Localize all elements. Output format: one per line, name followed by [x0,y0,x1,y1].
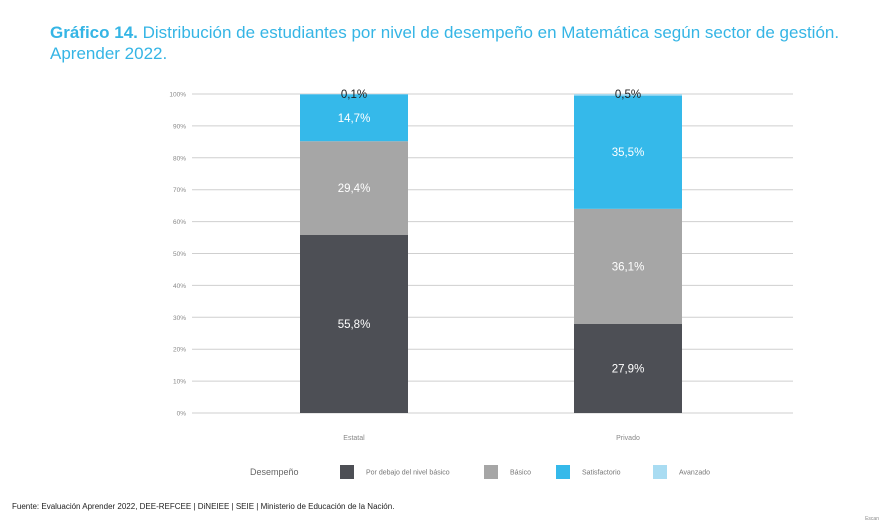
y-tick-label: 100% [169,92,186,99]
bar-segment [300,94,408,142]
legend-swatch [340,465,354,479]
legend-label: Satisfactorio [582,470,621,477]
data-label: 0,1% [341,89,367,101]
legend-swatch [556,465,570,479]
bar-segment [574,95,682,209]
data-label: 14,7% [338,113,371,125]
data-label: 29,4% [338,183,371,195]
x-tick-label: Estatal [343,435,365,442]
y-tick-label: 60% [173,219,186,226]
chart-title: Gráfico 14. Distribución de estudiantes … [50,22,880,64]
y-tick-label: 70% [173,187,186,194]
bar-segment [300,141,408,235]
y-tick-label: 0% [177,411,187,418]
y-tick-label: 90% [173,123,186,130]
legend-swatch [484,465,498,479]
y-tick-label: 80% [173,155,186,162]
legend-label: Avanzado [679,470,710,477]
data-label: 36,1% [612,261,645,273]
legend-label: Por debajo del nivel básico [366,470,450,477]
y-tick-label: 30% [173,315,186,322]
data-label: 27,9% [612,363,645,375]
y-tick-label: 50% [173,251,186,258]
chart-title-number: Gráfico 14. [50,23,138,42]
bar-segment [574,208,682,324]
data-label: 55,8% [338,319,371,331]
legend-title: Desempeño [250,467,299,477]
chart-title-text: Distribución de estudiantes por nivel de… [50,23,840,63]
y-tick-label: 40% [173,283,186,290]
bar-segment [574,323,682,413]
legend-label: Básico [510,470,531,477]
bar-segment [574,94,682,96]
corner-label: Escan [865,516,879,522]
data-label: 0,5% [615,89,641,101]
data-label: 35,5% [612,147,645,159]
legend-swatch [653,465,667,479]
bar-segment [300,234,408,413]
y-tick-label: 20% [173,347,186,354]
source-note: Fuente: Evaluación Aprender 2022, DEE-RE… [12,502,395,511]
x-tick-label: Privado [616,435,640,442]
y-tick-label: 10% [173,379,186,386]
